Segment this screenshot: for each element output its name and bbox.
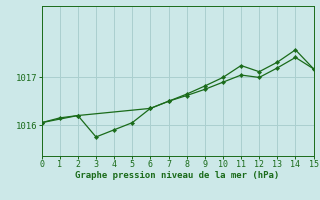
- X-axis label: Graphe pression niveau de la mer (hPa): Graphe pression niveau de la mer (hPa): [76, 171, 280, 180]
